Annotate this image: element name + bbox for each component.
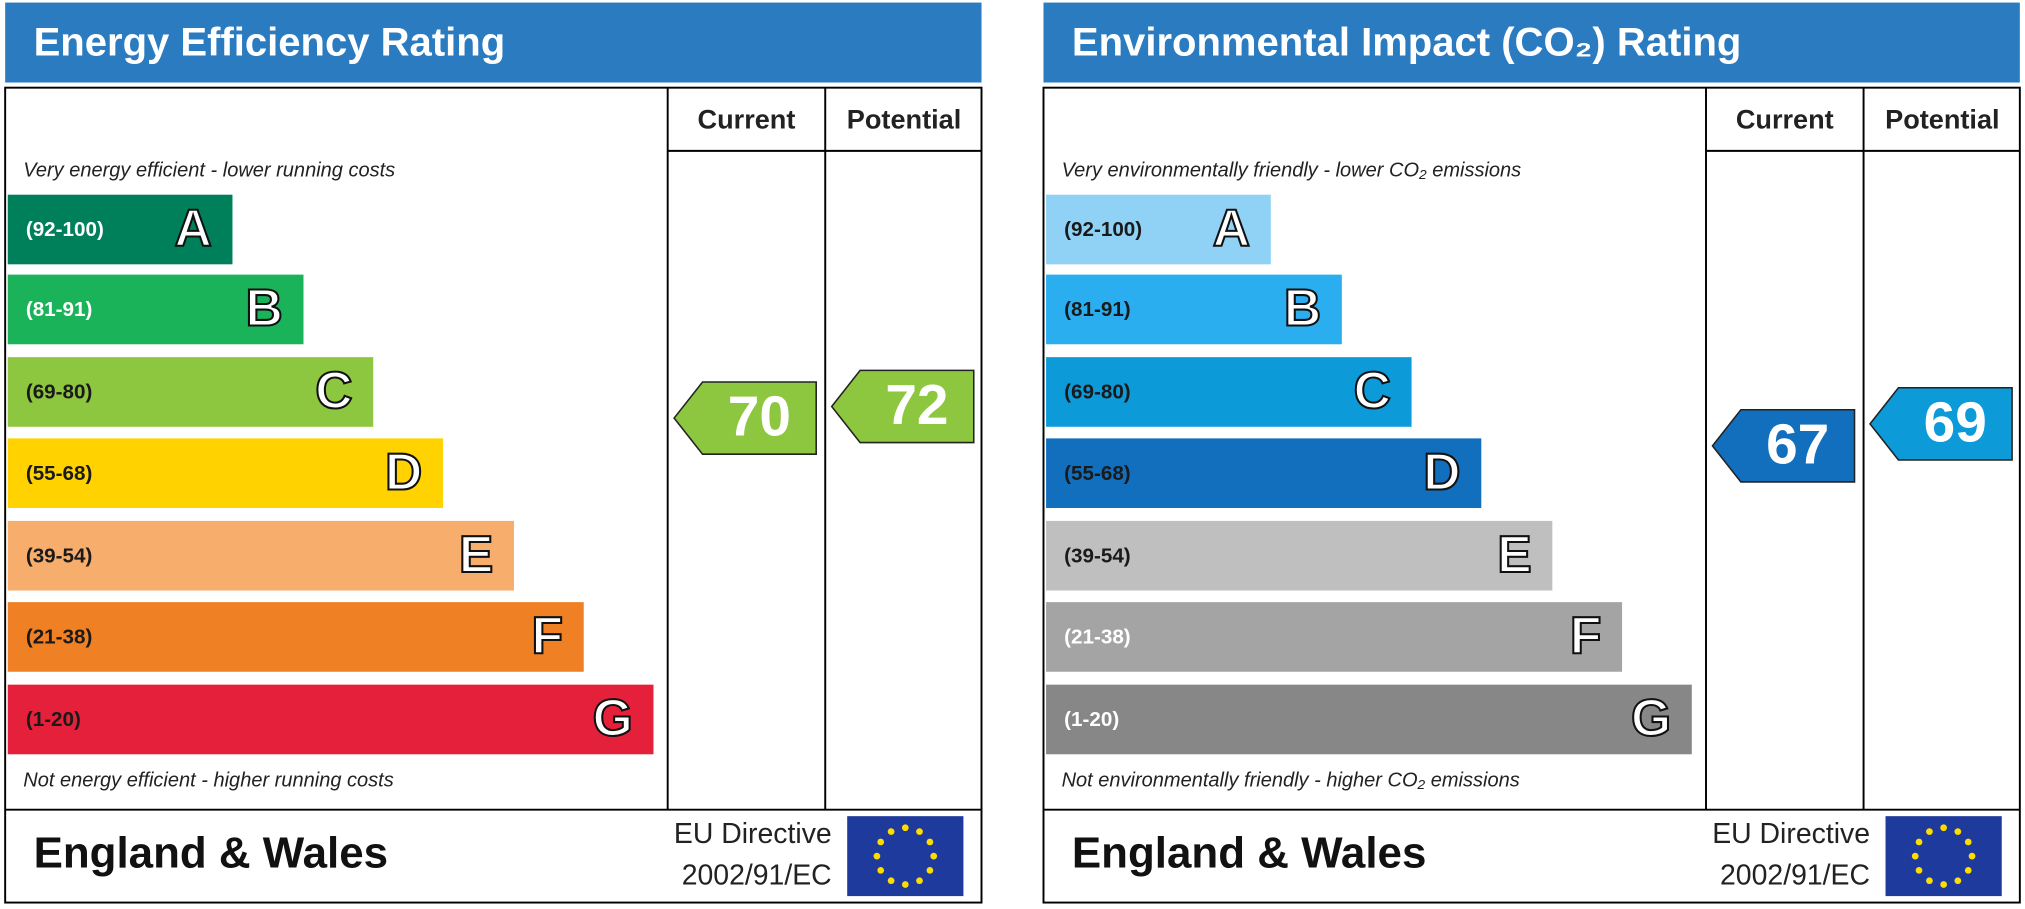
eu-star	[1915, 838, 1923, 846]
eu-star	[877, 866, 885, 874]
band-letter: F	[532, 606, 564, 664]
band-range: (55-68)	[26, 462, 93, 485]
rating-band	[1046, 602, 1623, 672]
band-letter: B	[1284, 279, 1321, 337]
band-letter: D	[1423, 442, 1460, 500]
eu-star	[916, 828, 923, 835]
rating-value: 70	[728, 386, 791, 449]
band-range: (39-54)	[1064, 544, 1131, 567]
eu-star	[901, 824, 909, 832]
panel-frame	[1042, 86, 2021, 904]
rating-arrow	[1869, 387, 2013, 461]
band-letter: G	[1631, 689, 1671, 747]
rating-arrow	[673, 381, 817, 455]
band-letter: F	[1570, 606, 1602, 664]
rating-panel: Environmental Impact (CO₂) Rating Current…	[1042, 2, 2021, 904]
rating-band	[7, 194, 233, 265]
rating-value: 69	[1924, 391, 1987, 454]
band-letter: D	[385, 442, 422, 500]
band-letter: A	[174, 199, 211, 257]
band-range: (81-91)	[26, 298, 93, 321]
bottom-note: Not environmentally friendly - higher CO…	[1062, 770, 1520, 792]
header-bar	[5, 2, 982, 83]
eu-star	[1968, 852, 1976, 860]
eu-star	[877, 838, 885, 846]
eu-star	[1926, 877, 1933, 885]
rating-band	[7, 357, 374, 427]
footer-directive: 2002/91/EC	[682, 859, 832, 891]
eu-star	[1926, 828, 1933, 835]
rating-band	[1046, 438, 1482, 509]
rating-value: 72	[885, 374, 948, 437]
eu-star	[930, 852, 938, 860]
band-letter: B	[246, 279, 283, 337]
panel-title: Energy Efficiency Rating	[34, 21, 506, 65]
rating-band	[1046, 274, 1342, 345]
top-note: Very environmentally friendly - lower CO…	[1062, 160, 1522, 182]
rating-band	[7, 684, 654, 755]
column-header: Current	[1736, 103, 1834, 134]
band-range: (21-38)	[26, 626, 93, 649]
rating-band	[7, 602, 584, 672]
rating-band	[7, 438, 443, 509]
eu-star	[873, 852, 881, 860]
panel-title: Environmental Impact (CO₂) Rating	[1072, 21, 1741, 65]
eu-star	[1964, 866, 1972, 874]
column-header: Potential	[847, 103, 961, 134]
band-letter: E	[1497, 525, 1531, 583]
band-letter: C	[1354, 361, 1391, 419]
band-range: (81-91)	[1064, 298, 1131, 321]
footer-region: England & Wales	[1072, 829, 1426, 878]
band-letter: G	[593, 689, 633, 747]
band-range: (69-80)	[26, 381, 93, 404]
eu-star	[1911, 852, 1919, 860]
band-range: (1-20)	[1064, 708, 1119, 731]
eu-star	[887, 877, 895, 885]
panel-frame	[4, 86, 983, 904]
eu-star	[916, 877, 923, 885]
band-range: (55-68)	[1064, 462, 1131, 485]
top-note: Very energy efficient - lower running co…	[23, 160, 395, 182]
footer-region: England & Wales	[34, 829, 388, 878]
footer-directive: EU Directive	[1712, 818, 1870, 850]
rating-band	[1046, 520, 1553, 591]
eu-star	[1940, 824, 1947, 832]
column-header: Current	[698, 103, 796, 134]
rating-arrow	[1711, 408, 1856, 483]
rating-panel: Energy Efficiency Rating Current Potential…	[4, 2, 983, 904]
band-range: (69-80)	[1064, 381, 1131, 404]
band-letter: A	[1213, 199, 1250, 257]
eu-star	[926, 838, 934, 846]
footer-directive: EU Directive	[674, 818, 832, 850]
column-header: Potential	[1885, 103, 1999, 134]
band-range: (1-20)	[26, 708, 81, 731]
band-range: (21-38)	[1064, 626, 1131, 649]
band-range: (92-100)	[1064, 218, 1142, 241]
eu-star	[1964, 838, 1972, 846]
rating-band	[1046, 194, 1271, 265]
eu-star	[901, 881, 909, 888]
band-range: (92-100)	[26, 218, 104, 241]
rating-band	[1046, 357, 1412, 427]
footer-directive: 2002/91/EC	[1720, 859, 1870, 891]
rating-band	[7, 274, 304, 345]
rating-arrow	[830, 369, 975, 444]
band-letter: E	[459, 525, 493, 583]
eu-star	[1915, 866, 1923, 874]
band-letter: C	[315, 361, 352, 419]
band-range: (39-54)	[26, 544, 93, 567]
rating-value: 67	[1766, 413, 1829, 476]
eu-star	[1940, 881, 1947, 888]
eu-star	[926, 866, 934, 874]
eu-star	[887, 828, 895, 835]
header-bar	[1043, 2, 2020, 83]
rating-band	[7, 520, 514, 591]
eu-star	[1954, 828, 1962, 835]
eu-star	[1954, 877, 1962, 885]
rating-band	[1046, 684, 1692, 755]
bottom-note: Not energy efficient - higher running co…	[23, 770, 394, 792]
